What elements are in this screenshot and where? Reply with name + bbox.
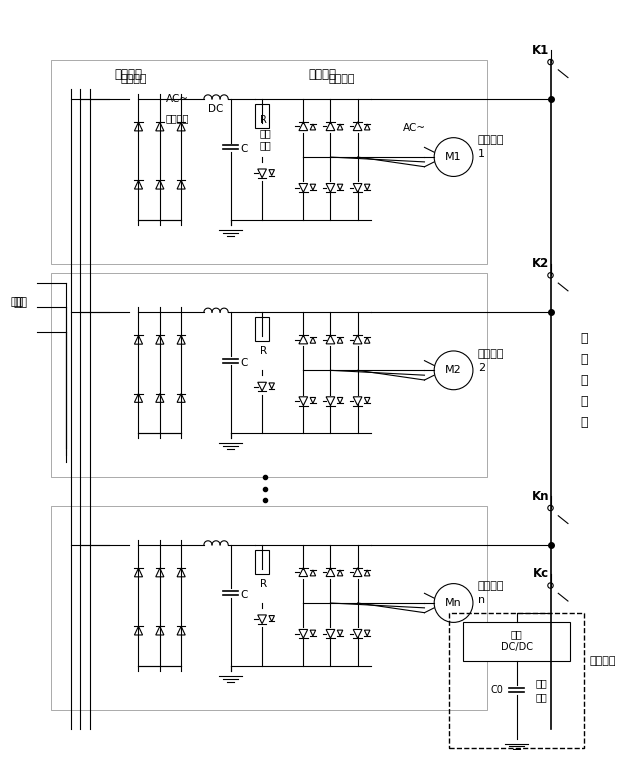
- Text: 滤波电容: 滤波电容: [166, 114, 189, 123]
- Text: C: C: [241, 591, 247, 600]
- Text: AC~: AC~: [403, 123, 427, 133]
- Text: DC: DC: [208, 104, 224, 114]
- Text: C: C: [241, 357, 247, 367]
- Text: 电梯电机
1: 电梯电机 1: [478, 136, 504, 159]
- Text: 储能模块: 储能模块: [589, 656, 616, 666]
- Text: 电梯电机
n: 电梯电机 n: [478, 581, 504, 605]
- Text: 储能
电容: 储能 电容: [536, 678, 547, 703]
- Text: R: R: [260, 578, 267, 588]
- Text: M2: M2: [445, 365, 462, 376]
- Text: C: C: [241, 144, 247, 155]
- Text: Kc: Kc: [533, 568, 549, 581]
- Text: 直
流
微
电
网: 直 流 微 电 网: [581, 331, 588, 428]
- Text: C0: C0: [491, 685, 503, 695]
- Text: R: R: [260, 346, 267, 356]
- Bar: [255, 317, 269, 341]
- Text: K1: K1: [532, 44, 549, 57]
- Text: 逆变部分: 逆变部分: [309, 68, 337, 82]
- Text: 逆变部分: 逆变部分: [329, 75, 355, 85]
- Text: AC~: AC~: [166, 94, 189, 104]
- Text: 整流部分: 整流部分: [115, 68, 143, 82]
- Text: DC/DC: DC/DC: [500, 642, 533, 652]
- Text: 双向: 双向: [511, 629, 523, 639]
- Bar: [255, 549, 269, 574]
- Text: Mn: Mn: [445, 598, 462, 608]
- Text: R
发热
电阻: R 发热 电阻: [260, 115, 272, 150]
- Text: 电网: 电网: [11, 297, 24, 308]
- Bar: [255, 104, 269, 128]
- Text: K2: K2: [532, 258, 549, 271]
- FancyBboxPatch shape: [463, 623, 570, 661]
- Text: 电网: 电网: [13, 296, 27, 309]
- Text: Kn: Kn: [532, 490, 549, 503]
- Text: M1: M1: [445, 152, 462, 162]
- Text: 电梯电机
2: 电梯电机 2: [478, 349, 504, 373]
- Text: 整流部分: 整流部分: [120, 75, 147, 85]
